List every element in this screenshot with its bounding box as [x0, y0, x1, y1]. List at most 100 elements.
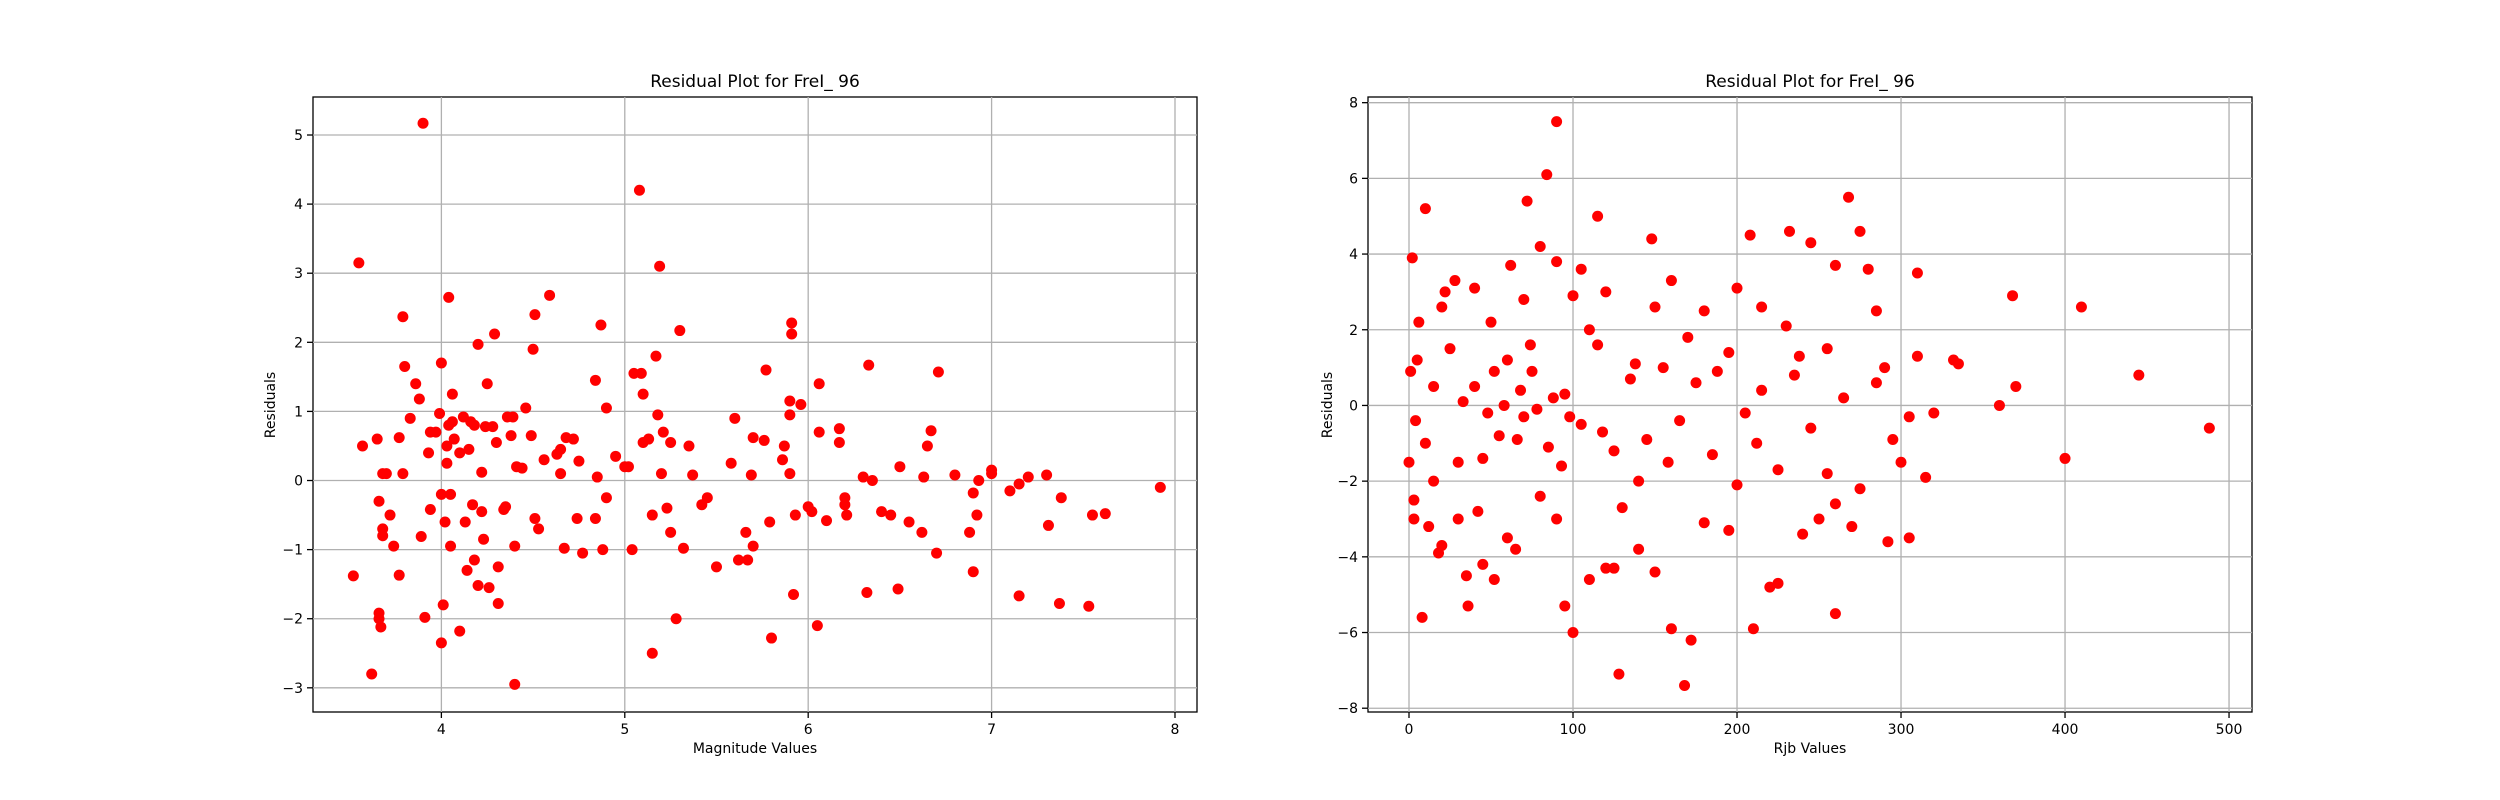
data-point: [1862, 263, 1874, 275]
data-point: [589, 513, 601, 525]
data-point: [1711, 365, 1723, 377]
data-point: [1099, 508, 1111, 520]
data-point: [1731, 479, 1743, 491]
data-point: [646, 647, 658, 659]
data-point: [1903, 411, 1915, 423]
data-point: [1403, 456, 1415, 468]
data-point: [1542, 441, 1554, 453]
data-point: [1567, 627, 1579, 639]
data-point: [1613, 668, 1625, 680]
data-point: [949, 469, 961, 481]
data-point: [1723, 346, 1735, 358]
data-point: [789, 509, 801, 521]
y-axis-label: Residuals: [263, 372, 279, 438]
data-point: [430, 426, 442, 438]
data-point: [971, 509, 983, 521]
data-points: [347, 117, 1166, 690]
data-point: [520, 402, 532, 414]
data-point: [1608, 562, 1620, 574]
data-point: [393, 569, 405, 581]
data-point: [1649, 301, 1661, 313]
data-point: [1685, 634, 1697, 646]
y-tick-label: 6: [1349, 171, 1358, 187]
data-point: [567, 433, 579, 445]
data-point: [866, 475, 878, 487]
data-point: [833, 423, 845, 435]
data-point: [388, 540, 400, 552]
axes-frame: [1367, 96, 2253, 713]
data-point: [967, 566, 979, 578]
data-point: [1870, 305, 1882, 317]
data-point: [655, 468, 667, 480]
data-points: [1403, 116, 2215, 692]
data-point: [439, 516, 451, 528]
data-point: [1608, 445, 1620, 457]
data-point: [725, 457, 737, 469]
ticks: 4 5 6 7 8 −3 −2 −1 0 1 2 3 4 5: [282, 128, 1179, 738]
x-tick-label: 6: [804, 722, 813, 738]
data-point: [925, 425, 937, 437]
data-point: [1731, 282, 1743, 294]
data-point: [1780, 320, 1792, 332]
data-point: [478, 533, 490, 545]
y-tick-label: −1: [282, 543, 303, 559]
y-tick-label: 5: [294, 128, 303, 144]
x-axis-label: Rjb Values: [1774, 741, 1847, 757]
axes-frame: [312, 96, 1198, 713]
data-point: [516, 462, 528, 474]
data-point: [786, 317, 798, 329]
x-tick-label: 4: [437, 722, 446, 738]
data-point: [380, 468, 392, 480]
data-point: [806, 506, 818, 518]
data-point: [1053, 598, 1065, 610]
data-point: [1592, 210, 1604, 222]
data-point: [1698, 305, 1710, 317]
data-point: [591, 471, 603, 483]
data-point: [861, 586, 873, 598]
data-point: [1541, 169, 1553, 181]
ticks: 0 100 200 300 400 500 −8 −6 −4 −2 0 2 4 6 8: [1337, 96, 2242, 738]
data-point: [857, 471, 869, 483]
data-point: [863, 359, 875, 371]
data-point: [1551, 256, 1563, 268]
data-point: [377, 530, 389, 542]
data-point: [637, 388, 649, 400]
data-point: [1747, 623, 1759, 635]
data-point: [784, 409, 796, 421]
data-point: [595, 319, 607, 331]
data-point: [1460, 570, 1472, 582]
data-point: [973, 475, 985, 487]
data-point: [509, 540, 521, 552]
data-point: [1751, 437, 1763, 449]
data-point: [1597, 426, 1609, 438]
data-point: [766, 632, 778, 644]
data-point: [745, 469, 757, 481]
data-point: [1793, 350, 1805, 362]
data-point: [437, 599, 449, 611]
data-point: [2133, 369, 2145, 381]
data-point: [1739, 407, 1751, 419]
data-point: [483, 582, 495, 594]
data-point: [1583, 324, 1595, 336]
data-point: [1477, 452, 1489, 464]
data-point: [1674, 415, 1686, 427]
x-tick-label: 100: [1560, 722, 1587, 738]
data-point: [410, 378, 422, 390]
x-tick-label: 0: [1405, 722, 1414, 738]
data-point: [1406, 252, 1418, 264]
data-point: [729, 412, 741, 424]
data-point: [657, 426, 669, 438]
data-point: [1469, 381, 1481, 393]
data-point: [921, 440, 933, 452]
data-point: [1444, 343, 1456, 355]
data-point: [811, 620, 823, 632]
data-point: [448, 433, 460, 445]
data-point: [446, 416, 458, 428]
data-point: [764, 516, 776, 528]
data-point: [1646, 233, 1658, 245]
data-point: [1592, 339, 1604, 351]
data-point: [2059, 452, 2071, 464]
data-point: [1449, 275, 1461, 287]
y-tick-label: −2: [1337, 474, 1358, 490]
data-point: [597, 544, 609, 556]
